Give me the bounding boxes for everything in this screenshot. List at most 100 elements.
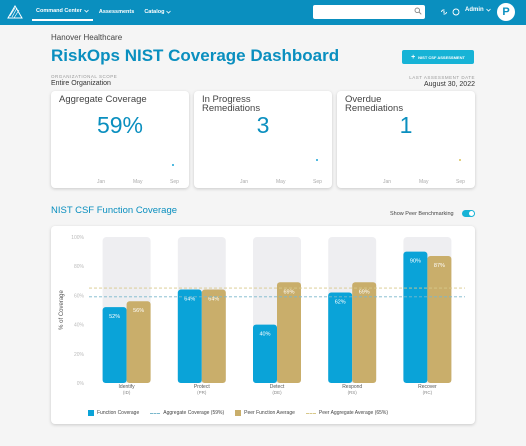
- function-coverage-bar: [403, 251, 428, 383]
- sparkline-tick: May: [419, 179, 429, 185]
- kpi-title: Overdue Remediations: [345, 94, 404, 114]
- legend-label: Function Coverage: [97, 410, 140, 416]
- kpi-value: 3: [256, 112, 270, 138]
- org-scope-value: Entire Organization: [51, 80, 111, 87]
- kpi-value: 59%: [96, 112, 144, 138]
- nav-item-label: Catalog: [144, 9, 165, 15]
- kpi-card-in-progress-remediations[interactable]: In Progress Remediations 3 Jan May Sep: [194, 91, 332, 188]
- y-tick-label: 100%: [71, 235, 84, 241]
- nav-item-label: Assessments: [98, 9, 135, 15]
- x-category-code: (ID): [123, 390, 131, 395]
- kpi-card-overdue-remediations[interactable]: Overdue Remediations 1 Jan May Sep: [337, 91, 475, 188]
- peer-average-label: 64%: [208, 297, 219, 303]
- peer-average-bar: [427, 255, 452, 383]
- page-title: RiskOps NIST Coverage Dashboard: [51, 46, 340, 65]
- toggle-knob: [469, 211, 474, 216]
- sparkline-point: [459, 159, 461, 161]
- function-coverage-label: 52%: [109, 314, 120, 320]
- legend-label: Aggregate Coverage (59%): [163, 410, 225, 416]
- peer-average-bar: [277, 282, 301, 383]
- nav-item-catalog[interactable]: Catalog: [140, 3, 175, 21]
- chart-legend: Function Coverage Aggregate Coverage (59…: [88, 410, 388, 416]
- org-scope-label: ORGANIZATIONAL SCOPE: [51, 74, 118, 79]
- search-icon[interactable]: [414, 7, 422, 15]
- chevron-down-icon: [166, 10, 172, 14]
- kpi-title: Aggregate Coverage: [59, 94, 147, 105]
- sparkline-tick: Jan: [240, 179, 249, 185]
- function-coverage-label: 62%: [335, 299, 346, 305]
- peer-average-label: 87%: [434, 263, 445, 269]
- y-tick-label: 40%: [74, 323, 85, 329]
- brand-logo-icon[interactable]: [6, 3, 24, 21]
- sparkline-tick: Sep: [170, 179, 179, 185]
- y-tick-label: 80%: [74, 264, 85, 270]
- peer-average-label: 69%: [283, 289, 294, 295]
- x-category-label: Identify: [119, 384, 136, 390]
- avatar[interactable]: P: [497, 3, 515, 21]
- sparkline-point: [172, 164, 174, 166]
- chevron-down-icon: [84, 9, 89, 13]
- assessment-date-label: LAST ASSESSMENT DATE: [409, 75, 475, 80]
- x-category-label: Respond: [342, 384, 362, 390]
- function-coverage-label: 90%: [410, 259, 421, 265]
- x-category-code: (PR): [197, 390, 207, 395]
- chevron-down-icon: [485, 8, 491, 12]
- x-category-code: (RC): [423, 390, 433, 395]
- org-name: Hanover Healthcare: [51, 33, 123, 42]
- x-category-label: Protect: [194, 384, 210, 390]
- y-tick-label: 60%: [74, 293, 85, 299]
- peer-average-bar: [126, 301, 151, 383]
- top-nav: Command Center Assessments Catalog Admin P: [0, 0, 526, 25]
- admin-menu[interactable]: Admin: [465, 7, 491, 13]
- legend-aggregate-coverage[interactable]: Aggregate Coverage (59%): [150, 410, 224, 416]
- sparkline-tick: Jan: [383, 179, 392, 185]
- function-coverage-bar: [177, 289, 202, 383]
- sparkline-tick: May: [133, 179, 143, 185]
- function-coverage-bar: [328, 292, 353, 383]
- x-category-code: (DE): [272, 390, 282, 395]
- nav-menu: Command Center Assessments Catalog: [32, 3, 175, 21]
- kpi-card-aggregate-coverage[interactable]: Aggregate Coverage 59% Jan May Sep: [51, 91, 189, 188]
- sparkline-tick: Jan: [97, 179, 106, 185]
- y-tick-label: 0%: [77, 381, 85, 387]
- kpi-value: 1: [399, 112, 413, 138]
- peer-benchmark-label: Show Peer Benchmarking: [390, 211, 454, 217]
- peer-average-bar: [201, 289, 226, 383]
- function-coverage-bar: [102, 307, 127, 383]
- plus-icon: +: [411, 53, 416, 61]
- peer-average-label: 56%: [133, 308, 144, 314]
- x-category-label: Recover: [418, 384, 437, 390]
- link-icon[interactable]: [440, 8, 448, 16]
- x-category-code: (RS): [348, 390, 358, 395]
- y-tick-label: 20%: [74, 352, 85, 358]
- function-coverage-bar: [253, 324, 277, 383]
- legend-swatch: [88, 410, 94, 416]
- legend-label: Peer Aggregate Average (65%): [318, 410, 389, 416]
- y-axis-label: % of Coverage: [59, 290, 65, 330]
- admin-label: Admin: [465, 7, 484, 13]
- nav-item-label: Command Center: [36, 8, 82, 14]
- peer-average-bar: [352, 282, 377, 383]
- new-assessment-button[interactable]: + NIST CSF ASSESSMENT: [402, 50, 474, 64]
- section-title: NIST CSF Function Coverage: [51, 205, 178, 216]
- legend-label: Peer Function Average: [244, 410, 295, 416]
- new-assessment-label: NIST CSF ASSESSMENT: [418, 54, 465, 60]
- legend-peer-function-average[interactable]: Peer Function Average: [235, 410, 295, 416]
- nav-item-assessments[interactable]: Assessments: [95, 3, 138, 21]
- sparkline-tick: Sep: [456, 179, 465, 185]
- x-category-label: Detect: [270, 384, 285, 390]
- legend-swatch: [150, 412, 161, 414]
- legend-swatch: [305, 412, 316, 414]
- peer-average-label: 69%: [359, 289, 370, 295]
- search-input[interactable]: [313, 5, 425, 19]
- legend-peer-aggregate-average[interactable]: Peer Aggregate Average (65%): [305, 410, 389, 416]
- sparkline-tick: Sep: [313, 179, 322, 185]
- legend-swatch: [235, 410, 242, 416]
- legend-function-coverage[interactable]: Function Coverage: [88, 410, 139, 416]
- nav-item-command-center[interactable]: Command Center: [32, 3, 93, 21]
- chat-icon[interactable]: [452, 8, 460, 16]
- assessment-date-value: August 30, 2022: [424, 81, 475, 88]
- sparkline-tick: May: [276, 179, 286, 185]
- peer-benchmark-toggle[interactable]: [462, 210, 475, 217]
- sparkline-point: [316, 159, 318, 161]
